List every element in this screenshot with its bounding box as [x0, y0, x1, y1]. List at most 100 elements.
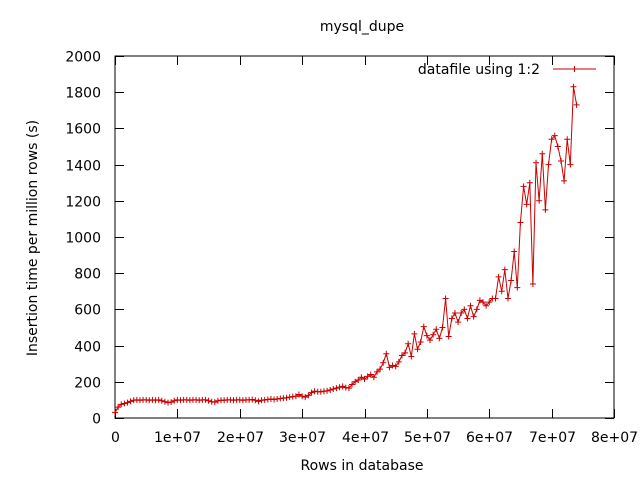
x-tick-label: 5e+07	[404, 430, 451, 446]
data-point	[498, 288, 505, 295]
data-point	[327, 386, 334, 393]
data-point	[377, 366, 384, 373]
data-point	[255, 398, 262, 405]
data-point	[349, 381, 356, 388]
data-point	[455, 319, 462, 326]
data-point	[165, 399, 172, 406]
x-tick-label: 7e+07	[529, 430, 576, 446]
data-point	[476, 297, 483, 304]
data-point	[470, 313, 477, 320]
data-point	[211, 399, 218, 406]
data-point	[345, 385, 352, 392]
data-point	[389, 362, 396, 369]
y-tick-label: 1800	[65, 86, 101, 102]
data-point	[554, 143, 561, 150]
data-point	[467, 302, 474, 309]
data-point	[442, 295, 449, 302]
data-point	[517, 219, 524, 226]
data-point	[483, 302, 490, 309]
data-point	[333, 385, 340, 392]
data-point	[511, 248, 518, 255]
data-point	[380, 359, 387, 366]
x-tick-label: 6e+07	[466, 430, 513, 446]
data-point	[392, 363, 399, 370]
data-point	[514, 284, 521, 291]
data-point	[311, 388, 318, 395]
data-point	[121, 400, 128, 407]
x-tick-label: 8e+07	[591, 430, 638, 446]
data-point	[536, 197, 543, 204]
data-point	[473, 306, 480, 313]
y-tick-label: 1200	[65, 195, 101, 211]
data-point	[458, 310, 465, 317]
data-point	[573, 101, 580, 108]
series-line	[114, 86, 578, 413]
data-point	[386, 364, 393, 371]
data-point	[529, 281, 536, 288]
data-point	[417, 338, 424, 345]
data-point	[214, 397, 221, 404]
data-point	[342, 384, 349, 391]
data-point	[564, 136, 571, 143]
data-point	[461, 306, 468, 313]
data-point	[330, 386, 337, 393]
x-tick-label: 2e+07	[217, 430, 264, 446]
data-point	[448, 315, 455, 322]
y-tick-label: 800	[74, 267, 101, 283]
data-point	[355, 376, 362, 383]
y-tick-label: 200	[74, 376, 101, 392]
axes: 0 200 400 600 800 1000 1200 1400 1600 1800 2000 0 1e…	[65, 50, 638, 447]
data-point	[542, 206, 549, 213]
data-point	[161, 398, 168, 405]
data-point	[551, 132, 558, 139]
data-point	[112, 409, 118, 416]
x-tick-label: 3e+07	[279, 430, 326, 446]
y-tick-label: 400	[74, 340, 101, 356]
data-point	[395, 358, 402, 365]
data-point	[171, 397, 178, 404]
data-point	[426, 337, 433, 344]
data-point	[249, 396, 256, 403]
data-point	[367, 371, 374, 378]
data-point	[127, 398, 134, 405]
data-point	[570, 83, 577, 90]
x-tick-label: 1e+07	[154, 430, 201, 446]
data-point	[271, 396, 278, 403]
data-point	[405, 340, 412, 347]
x-axis-label: Rows in database	[301, 458, 424, 474]
data-point	[317, 388, 324, 395]
data-point	[567, 161, 574, 168]
data-point	[115, 404, 122, 411]
data-point	[124, 399, 131, 406]
data-point	[433, 326, 440, 333]
data-point	[411, 330, 418, 337]
data-point	[557, 157, 564, 164]
data-point	[324, 387, 331, 394]
data-point	[299, 393, 306, 400]
data-point	[439, 324, 446, 331]
data-point	[423, 332, 430, 339]
x-tick-label: 0	[111, 430, 120, 446]
data-point	[548, 136, 555, 143]
data-point	[451, 310, 458, 317]
data-point	[504, 295, 511, 302]
legend-marker	[571, 66, 578, 72]
data-point	[305, 392, 312, 399]
data-point	[373, 368, 380, 375]
x-tick-label: 4e+07	[342, 430, 389, 446]
data-point	[283, 394, 290, 401]
data-point	[370, 374, 377, 381]
data-point	[402, 349, 409, 356]
data-point	[501, 266, 508, 273]
data-point	[430, 331, 437, 338]
y-tick-label: 1400	[65, 159, 101, 175]
plot-frame	[114, 55, 615, 419]
data-point	[296, 391, 303, 398]
data-point	[495, 273, 502, 280]
data-point	[274, 395, 281, 402]
data-point	[168, 399, 175, 406]
legend: datafile using 1:2	[418, 62, 596, 78]
data-point	[398, 352, 405, 359]
data-point	[480, 299, 487, 306]
